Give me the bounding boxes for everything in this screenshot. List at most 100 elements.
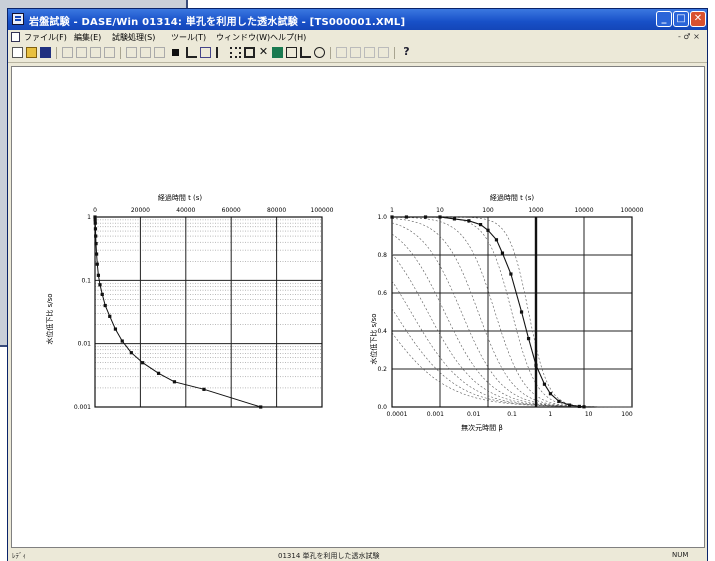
right-data-point	[557, 399, 561, 403]
right-bottom-tick-label: 0.001	[427, 411, 444, 418]
left-data-point	[141, 361, 145, 365]
left-plot-frame	[94, 216, 323, 408]
left-top-tick-label: 80000	[267, 207, 286, 214]
right-bottom-tick-label: 0.1	[507, 411, 517, 418]
type-curve	[391, 332, 632, 408]
square-icon[interactable]	[172, 49, 179, 56]
open-icon[interactable]	[26, 47, 37, 58]
right-data-point	[582, 405, 586, 409]
zoom-icon[interactable]	[140, 47, 151, 58]
last-icon[interactable]	[378, 47, 389, 58]
right-top-tick-label: 10000	[574, 207, 593, 214]
right-data-point	[423, 215, 428, 219]
paste-icon[interactable]	[90, 47, 101, 58]
cut-icon[interactable]	[62, 47, 73, 58]
left-data-point	[172, 380, 177, 384]
right-bottom-tick-label: 100	[621, 411, 633, 418]
fill-icon[interactable]	[272, 47, 283, 58]
menu-test-process[interactable]: 試験処理(S)	[112, 33, 156, 42]
toolbar-separator	[56, 47, 57, 59]
toolbar-separator	[394, 47, 395, 59]
status-test-name: 01314 単孔を利用した透水試験	[278, 552, 380, 560]
document-canvas[interactable]: 経過時間 t (s) 経過時間 t (s) 水位低下比 s/so 水位低下比 s…	[11, 66, 705, 548]
right-top-tick-label: 10	[436, 207, 444, 214]
right-bottom-axis-label: 無次元時間 β	[461, 423, 503, 432]
menu-file[interactable]: ファイル(F)	[24, 33, 67, 42]
type-curve	[391, 222, 632, 408]
copy-icon[interactable]	[76, 47, 87, 58]
close-button[interactable]: ✕	[690, 11, 706, 27]
app-icon[interactable]	[12, 13, 24, 25]
right-data-point	[577, 404, 581, 409]
new-icon[interactable]	[12, 47, 23, 58]
background-window-edge	[0, 345, 9, 347]
status-num: NUM	[672, 551, 689, 559]
left-top-axis-label: 経過時間 t (s)	[158, 193, 203, 202]
prev-icon[interactable]	[350, 47, 361, 58]
toolbar-separator	[330, 47, 331, 59]
menu-help[interactable]: ヘルプ(H)	[270, 33, 307, 42]
right-top-tick-label: 1000	[528, 207, 543, 214]
right-data-point	[548, 392, 553, 396]
type-curve	[391, 218, 632, 408]
right-top-tick-label: 1	[390, 207, 394, 214]
redo-icon[interactable]	[126, 47, 137, 58]
right-y-axis-label: 水位低下比 s/so	[369, 313, 378, 364]
right-y-tick-label: 0.2	[377, 366, 387, 373]
left-data-point	[93, 227, 98, 231]
menu-tools[interactable]: ツール(T)	[171, 33, 207, 42]
pen-icon[interactable]	[200, 47, 211, 58]
delete-icon[interactable]: ✕	[258, 45, 269, 58]
left-top-tick-label: 40000	[176, 207, 195, 214]
maximize-button[interactable]: □	[673, 11, 689, 27]
left-y-tick-label: 0.01	[78, 341, 92, 348]
right-data-point	[404, 215, 409, 219]
pointer-icon[interactable]	[216, 47, 227, 58]
right-data-point	[542, 382, 547, 386]
window-title: 岩盤試験 - DASE/Win 01314: 単孔を利用した透水試験 - [TS…	[29, 17, 406, 28]
print-icon[interactable]	[154, 47, 165, 58]
text-icon[interactable]	[286, 47, 297, 58]
right-data-point	[526, 337, 531, 341]
status-ready: ﾚﾃﾞｨ	[12, 552, 26, 560]
left-data-point	[156, 371, 161, 375]
left-data-point	[202, 387, 206, 391]
undo-icon[interactable]	[104, 47, 115, 58]
menu-edit[interactable]: 編集(E)	[74, 33, 102, 42]
left-data-point	[108, 314, 112, 318]
eye-icon[interactable]	[314, 47, 325, 58]
grid-icon[interactable]	[230, 47, 241, 58]
left-y-axis-label: 水位低下比 s/so	[45, 293, 54, 344]
right-data-point	[438, 215, 442, 219]
box-icon[interactable]	[244, 47, 255, 58]
right-data-point	[494, 238, 499, 242]
left-top-tick-label: 0	[93, 207, 97, 214]
left-data-point	[98, 283, 102, 287]
first-icon[interactable]	[336, 47, 347, 58]
left-data-point	[93, 221, 97, 225]
left-data-point	[94, 252, 99, 256]
left-data-point	[100, 292, 104, 296]
right-data-point	[467, 219, 471, 223]
mdi-controls[interactable]: - ♂ ×	[678, 32, 700, 41]
left-data-point	[259, 405, 263, 409]
corner-icon[interactable]	[300, 47, 311, 58]
right-top-tick-label: 100000	[621, 207, 644, 214]
left-top-tick-label: 60000	[222, 207, 241, 214]
right-top-axis-label: 経過時間 t (s)	[490, 193, 535, 202]
left-data-point	[94, 234, 98, 238]
arrow-icon[interactable]	[186, 47, 197, 58]
help-icon[interactable]: ?	[403, 45, 410, 58]
minimize-button[interactable]: _	[656, 11, 672, 27]
menu-window[interactable]: ウィンドウ(W)	[216, 33, 271, 42]
right-data-point	[534, 363, 538, 367]
document-icon[interactable]	[11, 32, 20, 42]
right-bottom-tick-label: 1	[548, 411, 552, 418]
type-curve	[392, 216, 632, 408]
title-bar[interactable]: 岩盤試験 - DASE/Win 01314: 単孔を利用した透水試験 - [TS…	[8, 9, 707, 30]
next-icon[interactable]	[364, 47, 375, 58]
save-icon[interactable]	[40, 47, 51, 58]
app-window: 岩盤試験 - DASE/Win 01314: 単孔を利用した透水試験 - [TS…	[7, 8, 708, 561]
left-data-point	[96, 273, 101, 277]
left-y-tick-label: 0.001	[74, 404, 91, 411]
